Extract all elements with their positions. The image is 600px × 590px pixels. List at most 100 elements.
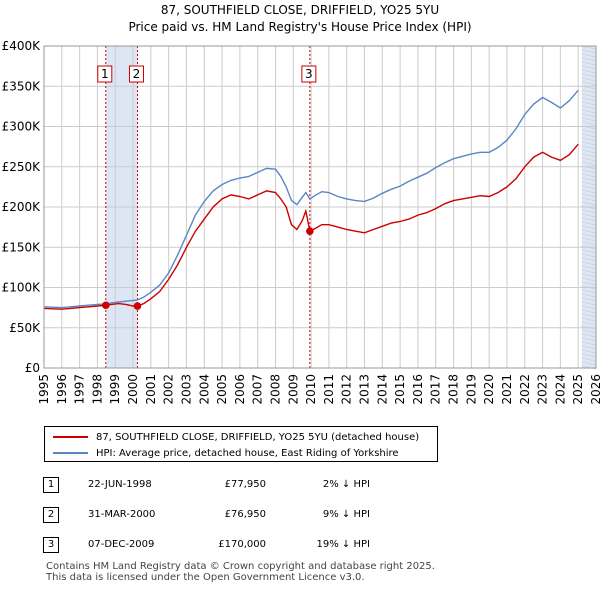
- sale-hpi-diff: 2% ↓ HPI: [322, 479, 370, 490]
- sale-price: £77,950: [224, 479, 266, 490]
- x-tick-label: 1995: [37, 374, 51, 405]
- hatch-line: [581, 329, 597, 334]
- hatch-line: [581, 153, 597, 158]
- hatch-line: [581, 173, 597, 178]
- hatch-line: [581, 109, 597, 114]
- y-tick-label: £100K: [2, 281, 42, 295]
- hatch-line: [581, 273, 597, 278]
- hatch-line: [581, 101, 597, 106]
- hatch-line: [581, 57, 597, 62]
- hatch-line: [581, 145, 597, 150]
- sale-row: 1 22-JUN-1998 £77,950 2% ↓ HPI: [0, 477, 600, 497]
- sale-point: [306, 227, 314, 235]
- x-tick-label: 1996: [55, 374, 69, 405]
- hatch-line: [581, 225, 597, 230]
- hatch-line: [581, 69, 597, 74]
- hatch-line: [581, 161, 597, 166]
- hatch-line: [581, 177, 597, 182]
- x-tick-label: 2008: [268, 374, 282, 405]
- legend-item-price: 87, SOUTHFIELD CLOSE, DRIFFIELD, YO25 5Y…: [53, 430, 419, 444]
- sale-price: £170,000: [218, 539, 266, 550]
- hatch-line: [581, 201, 597, 206]
- x-tick-label: 2021: [500, 374, 514, 405]
- hatch-line: [581, 309, 597, 314]
- x-tick-label: 1997: [73, 374, 87, 405]
- hatch-line: [581, 249, 597, 254]
- hatch-line: [581, 117, 597, 122]
- x-tick-label: 2002: [162, 374, 176, 405]
- hatch-line: [581, 125, 597, 130]
- footer-copyright: Contains HM Land Registry data © Crown c…: [46, 561, 435, 572]
- y-tick-label: £50K: [9, 321, 41, 335]
- hatch-line: [581, 245, 597, 250]
- hatch-line: [581, 313, 597, 318]
- sale-date: 07-DEC-2009: [88, 539, 155, 550]
- hatch-line: [581, 321, 597, 326]
- x-tick-label: 2007: [251, 374, 265, 405]
- hatch-line: [581, 105, 597, 110]
- x-tick-label: 2009: [286, 374, 300, 405]
- hatch-line: [581, 185, 597, 190]
- y-tick-label: £400K: [2, 39, 42, 53]
- hatch-line: [581, 269, 597, 274]
- hatch-line: [581, 197, 597, 202]
- x-tick-label: 2026: [589, 374, 600, 405]
- hatch-line: [581, 129, 597, 134]
- chart-title: 87, SOUTHFIELD CLOSE, DRIFFIELD, YO25 5Y…: [160, 3, 440, 17]
- sale-number-badge: 1: [43, 477, 59, 493]
- hatch-line: [581, 157, 597, 162]
- hatch-line: [581, 229, 597, 234]
- hatch-line: [581, 221, 597, 226]
- hatch-line: [581, 73, 597, 78]
- hatch-line: [581, 241, 597, 246]
- x-tick-label: 2022: [518, 374, 532, 405]
- footer-licence: This data is licensed under the Open Gov…: [46, 572, 365, 583]
- hatch-line: [581, 149, 597, 154]
- x-tick-label: 2020: [482, 374, 496, 405]
- sale-number-badge: 2: [43, 507, 59, 523]
- sale-label-number: 2: [133, 67, 141, 81]
- chart-subtitle: Price paid vs. HM Land Registry's House …: [128, 20, 472, 34]
- hatch-line: [581, 325, 597, 330]
- plot-frame: [43, 45, 597, 369]
- hatch-line: [581, 349, 597, 354]
- x-tick-label: 2010: [304, 374, 318, 405]
- sale-row: 2 31-MAR-2000 £76,950 9% ↓ HPI: [0, 507, 600, 527]
- y-tick-label: £0: [25, 361, 40, 375]
- x-tick-label: 2015: [393, 374, 407, 405]
- x-tick-label: 2019: [464, 374, 478, 405]
- legend-price-swatch: [53, 436, 88, 438]
- hatch-line: [581, 65, 597, 70]
- sale-point: [133, 302, 142, 310]
- sale-point: [101, 301, 110, 310]
- x-tick-label: 2014: [375, 374, 389, 405]
- hatch-line: [581, 289, 597, 294]
- hatch-line: [581, 121, 597, 126]
- hatch-line: [581, 49, 597, 54]
- hatch-line: [581, 357, 597, 362]
- x-tick-label: 2006: [233, 374, 247, 405]
- hatch-line: [581, 165, 597, 170]
- hatch-line: [581, 205, 597, 210]
- legend-price-label: 87, SOUTHFIELD CLOSE, DRIFFIELD, YO25 5Y…: [96, 431, 420, 443]
- sale-label-box: [128, 65, 144, 83]
- sale-hpi-diff: 19% ↓ HPI: [316, 539, 370, 550]
- legend-item-hpi: HPI: Average price, detached house, East…: [53, 446, 399, 460]
- x-tick-label: 2024: [553, 374, 567, 405]
- hatch-line: [581, 213, 597, 218]
- sale-label-number: 1: [101, 67, 109, 81]
- hatch-line: [581, 361, 597, 366]
- hatch-line: [581, 305, 597, 310]
- hatch-line: [581, 89, 597, 94]
- x-tick-label: 2016: [411, 374, 425, 405]
- hatch-line: [581, 141, 597, 146]
- x-tick-label: 2013: [358, 374, 372, 405]
- hatch-line: [581, 345, 597, 350]
- legend: 87, SOUTHFIELD CLOSE, DRIFFIELD, YO25 5Y…: [44, 426, 438, 462]
- sale-label-number: 3: [305, 67, 313, 81]
- hatch-line: [581, 233, 597, 238]
- hpi-series-line: [43, 89, 579, 309]
- hatch-line: [581, 53, 597, 58]
- hatch-line: [581, 93, 597, 98]
- hatch-line: [581, 301, 597, 306]
